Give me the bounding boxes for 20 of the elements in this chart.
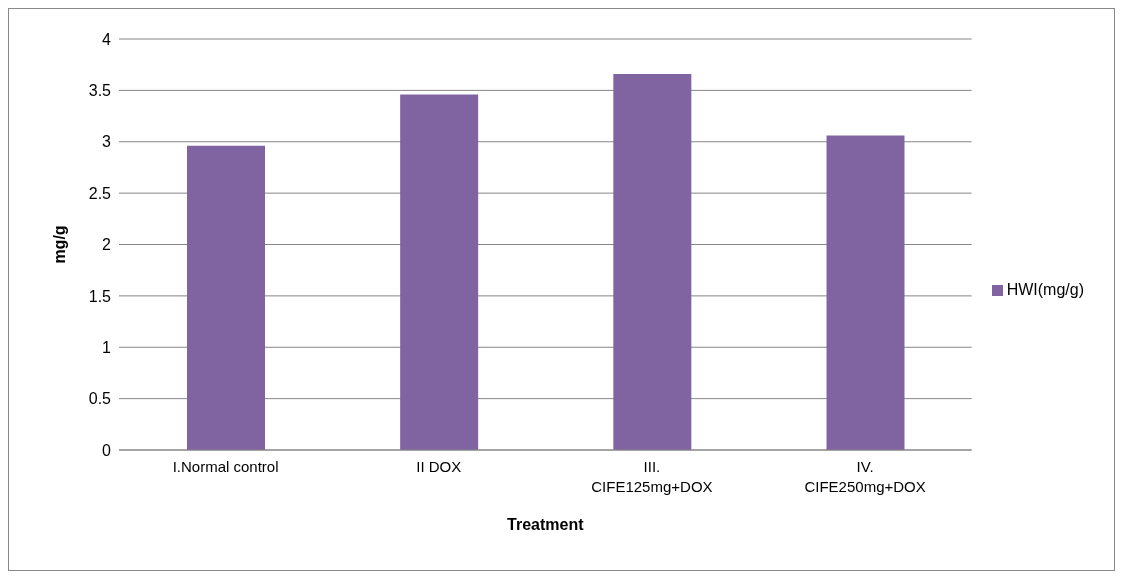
y-tick-label: 1.5 [88, 287, 112, 305]
y-tick-label: 2 [102, 236, 112, 254]
x-axis-title: Treatment [507, 516, 585, 533]
x-tick-label: III. CIFE125mg+DOX [591, 458, 713, 495]
y-axis-title: mg/g [50, 225, 68, 264]
x-tick-label: I.Normal control [172, 458, 279, 475]
x-tick-label: IV. CIFE250mg+DOX [804, 458, 926, 495]
bar [187, 145, 265, 450]
x-tick-label: II DOX [416, 458, 462, 475]
bar [613, 73, 692, 450]
y-tick-label: 1 [102, 338, 112, 356]
y-tick-label: 3.5 [88, 82, 112, 100]
y-tick-label: 2.5 [88, 184, 112, 202]
bar [400, 94, 479, 450]
y-tick-label: 3 [102, 133, 112, 151]
legend-label: HWI(mg/g) [1006, 280, 1084, 298]
y-tick-label: 0.5 [88, 390, 112, 408]
y-tick-label: 4 [102, 30, 112, 48]
y-tick-label: 0 [102, 441, 112, 459]
bar [826, 135, 905, 450]
